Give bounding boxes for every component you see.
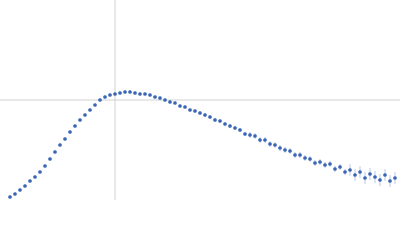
- data-point: [328, 162, 332, 166]
- data-point: [83, 113, 87, 117]
- data-point: [258, 138, 262, 142]
- data-point: [138, 92, 142, 96]
- data-point: [108, 93, 112, 97]
- data-point: [153, 95, 157, 99]
- data-point: [28, 179, 32, 183]
- data-point: [343, 170, 347, 174]
- data-point: [308, 157, 312, 161]
- data-point: [388, 179, 392, 183]
- data-point: [48, 157, 52, 161]
- data-point: [253, 134, 257, 138]
- data-point: [353, 173, 357, 177]
- data-point: [303, 156, 307, 160]
- data-point: [123, 90, 127, 94]
- data-point: [393, 176, 397, 180]
- data-point: [368, 172, 372, 176]
- data-point: [148, 93, 152, 97]
- data-point: [273, 143, 277, 147]
- data-point: [178, 104, 182, 108]
- data-point: [43, 164, 47, 168]
- data-point: [373, 175, 377, 179]
- data-point: [338, 165, 342, 169]
- data-point: [228, 124, 232, 128]
- data-point: [103, 95, 107, 99]
- data-point: [8, 195, 12, 199]
- data-point: [283, 148, 287, 152]
- data-point: [163, 98, 167, 102]
- data-point: [158, 96, 162, 100]
- data-point: [33, 175, 37, 179]
- data-point: [183, 105, 187, 109]
- data-point: [58, 143, 62, 147]
- data-point: [238, 128, 242, 132]
- data-point: [168, 100, 172, 104]
- data-point: [313, 161, 317, 165]
- data-point: [218, 119, 222, 123]
- data-point: [278, 146, 282, 150]
- data-point: [333, 167, 337, 171]
- data-point: [383, 173, 387, 177]
- data-point: [18, 188, 22, 192]
- data-point: [133, 91, 137, 95]
- data-point: [128, 90, 132, 94]
- data-point: [223, 122, 227, 126]
- data-point: [38, 170, 42, 174]
- data-point: [73, 124, 77, 128]
- data-point: [188, 108, 192, 112]
- data-point: [113, 92, 117, 96]
- data-point: [68, 130, 72, 134]
- data-point: [143, 92, 147, 96]
- data-point: [288, 149, 292, 153]
- data-point: [203, 113, 207, 117]
- chart: [0, 0, 400, 200]
- data-point: [118, 91, 122, 95]
- data-point: [213, 118, 217, 122]
- data-point: [208, 115, 212, 119]
- data-point: [248, 133, 252, 137]
- data-point: [93, 103, 97, 107]
- data-point: [293, 153, 297, 157]
- data-point: [198, 111, 202, 115]
- data-point: [323, 163, 327, 167]
- data-point: [363, 176, 367, 180]
- data-point: [348, 168, 352, 172]
- data-point: [243, 132, 247, 136]
- data-point: [78, 118, 82, 122]
- data-point: [193, 109, 197, 113]
- data-point: [378, 178, 382, 182]
- data-point: [263, 138, 267, 142]
- data-point: [63, 137, 67, 141]
- data-point: [233, 126, 237, 130]
- data-point: [358, 170, 362, 174]
- data-point: [173, 101, 177, 105]
- data-point: [88, 108, 92, 112]
- data-point: [53, 150, 57, 154]
- data-point: [298, 153, 302, 157]
- data-point: [98, 98, 102, 102]
- data-point: [318, 160, 322, 164]
- data-point: [13, 192, 17, 196]
- data-point: [23, 184, 27, 188]
- data-point: [268, 142, 272, 146]
